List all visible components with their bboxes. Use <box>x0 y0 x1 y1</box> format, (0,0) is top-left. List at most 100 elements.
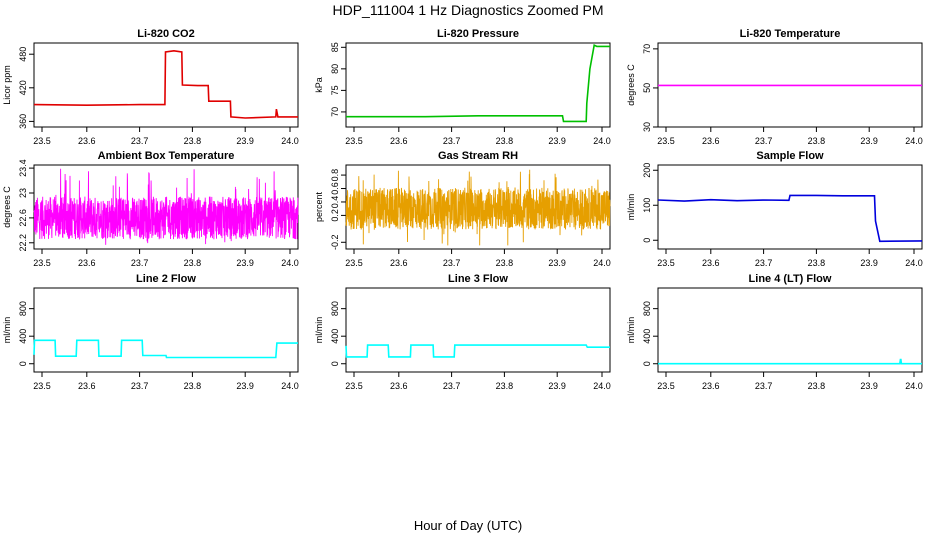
panel-9: Line 4 (LT) Flow ml/min 23.5 23.6 23.7 23.8 23… <box>626 273 923 391</box>
x-tick-label: 23.7 <box>131 381 149 391</box>
y-tick-label: 22.2 <box>18 234 28 252</box>
panel-2: Li-820 Pressure kPa 23.5 23.6 23.7 23.8 23.9 24… <box>314 28 611 146</box>
x-tick-label: 23.8 <box>808 381 826 391</box>
y-tick-label: 420 <box>18 80 28 95</box>
plot-frame <box>33 287 299 373</box>
y-tick-label: 800 <box>642 301 652 316</box>
x-tick-label: 24.0 <box>593 136 611 146</box>
x-tick-label: 23.5 <box>657 381 675 391</box>
x-tick-label: 23.8 <box>808 136 826 146</box>
x-tick-label: 24.0 <box>905 381 923 391</box>
x-tick-label: 23.5 <box>33 381 51 391</box>
x-tick-label: 23.6 <box>390 381 408 391</box>
x-tick-label: 23.9 <box>548 258 566 268</box>
x-tick-label: 23.6 <box>702 381 720 391</box>
panel-7: Line 2 Flow ml/min 23.5 23.6 23.7 23.8 23.9 24.… <box>2 273 299 391</box>
y-axis-label: kPa <box>314 77 324 93</box>
x-tick-label: 23.7 <box>443 136 461 146</box>
panel-title: Line 4 (LT) Flow <box>749 273 832 285</box>
x-tick-label: 24.0 <box>593 381 611 391</box>
x-tick-label: 23.5 <box>33 258 51 268</box>
x-tick-label: 23.7 <box>443 258 461 268</box>
x-tick-label: 23.9 <box>860 381 878 391</box>
y-tick-label: 800 <box>330 301 340 316</box>
y-tick-label: 85 <box>330 42 340 52</box>
x-tick-label: 24.0 <box>905 136 923 146</box>
y-tick-label: 30 <box>642 122 652 132</box>
y-axis-label: degrees C <box>2 186 12 228</box>
y-tick-label: 800 <box>18 301 28 316</box>
x-tick-label: 23.5 <box>345 258 363 268</box>
y-tick-label: 23.4 <box>18 159 28 177</box>
x-tick-label: 23.5 <box>345 381 363 391</box>
x-tick-label: 23.5 <box>657 258 675 268</box>
y-tick-label: 360 <box>18 114 28 129</box>
y-tick-label: 22.6 <box>18 209 28 227</box>
y-tick-label: -0.2 <box>330 235 340 251</box>
x-tick-label: 23.8 <box>184 381 202 391</box>
panel-1: Li-820 CO2 Licor ppm 23.5 23.6 23.7 23.8 23.9 2… <box>2 28 299 146</box>
data-series-line <box>33 168 299 245</box>
x-axis-title: Hour of Day (UTC) <box>413 518 523 533</box>
panel-title: Li-820 Pressure <box>437 28 519 40</box>
data-series-line <box>658 358 922 365</box>
y-tick-label: 70 <box>330 107 340 117</box>
panel-title: Sample Flow <box>756 150 824 162</box>
x-tick-label: 23.6 <box>78 381 96 391</box>
x-tick-label: 23.7 <box>443 381 461 391</box>
panel-title: Line 3 Flow <box>448 273 508 285</box>
plot-frame <box>33 42 299 128</box>
y-axis-label: Licor ppm <box>2 65 12 105</box>
y-tick-label: 75 <box>330 85 340 95</box>
y-tick-label: 0.4 <box>330 196 340 209</box>
panel-title: Li-820 CO2 <box>137 28 194 40</box>
x-tick-label: 24.0 <box>905 258 923 268</box>
panel-title: Line 2 Flow <box>136 273 196 285</box>
x-tick-label: 23.5 <box>345 136 363 146</box>
data-series-line <box>346 44 610 123</box>
panel-8: Line 3 Flow ml/min 23.5 23.6 23.7 23.8 23.9 24.… <box>314 273 611 391</box>
x-tick-label: 24.0 <box>281 136 299 146</box>
y-axis-label: ml/min <box>626 194 636 221</box>
x-tick-label: 23.9 <box>236 136 254 146</box>
x-tick-label: 23.7 <box>755 381 773 391</box>
x-tick-label: 23.6 <box>702 136 720 146</box>
y-tick-label: 0 <box>642 361 652 366</box>
x-tick-label: 23.9 <box>860 258 878 268</box>
y-tick-label: 50 <box>642 83 652 93</box>
plot-frame <box>345 42 611 128</box>
x-tick-label: 23.9 <box>236 381 254 391</box>
x-tick-label: 23.6 <box>390 136 408 146</box>
y-tick-label: 400 <box>330 329 340 344</box>
y-tick-label: 0 <box>642 238 652 243</box>
y-axis-label: ml/min <box>314 317 324 344</box>
x-tick-label: 23.5 <box>33 136 51 146</box>
plot-frame <box>657 164 923 250</box>
y-tick-label: 23 <box>18 188 28 198</box>
data-series-line <box>345 169 611 246</box>
x-tick-label: 23.9 <box>236 258 254 268</box>
x-tick-label: 23.8 <box>496 136 514 146</box>
y-tick-label: 400 <box>18 329 28 344</box>
figure-title: HDP_111004 1 Hz Diagnostics Zoomed PM <box>332 2 604 18</box>
x-tick-label: 23.8 <box>184 258 202 268</box>
plot-frame <box>657 287 923 373</box>
panel-5: Gas Stream RH percent 23.5 23.6 23.7 23.8 23.9… <box>314 150 611 268</box>
plot-frame <box>345 287 611 373</box>
y-tick-label: 200 <box>642 163 652 178</box>
x-tick-label: 23.7 <box>131 136 149 146</box>
y-tick-label: 0.8 <box>330 169 340 182</box>
data-series-line <box>33 339 298 359</box>
x-tick-label: 23.7 <box>755 258 773 268</box>
x-tick-label: 24.0 <box>281 381 299 391</box>
y-tick-label: 0 <box>18 361 28 366</box>
y-tick-label: 480 <box>18 47 28 62</box>
panel-6: Sample Flow ml/min 23.5 23.6 23.7 23.8 23.9 24.… <box>626 150 923 268</box>
y-axis-label: degrees C <box>626 64 636 106</box>
x-tick-label: 23.7 <box>131 258 149 268</box>
x-tick-label: 24.0 <box>593 258 611 268</box>
y-axis-label: ml/min <box>2 317 12 344</box>
x-tick-label: 23.9 <box>548 136 566 146</box>
x-tick-label: 23.6 <box>78 258 96 268</box>
